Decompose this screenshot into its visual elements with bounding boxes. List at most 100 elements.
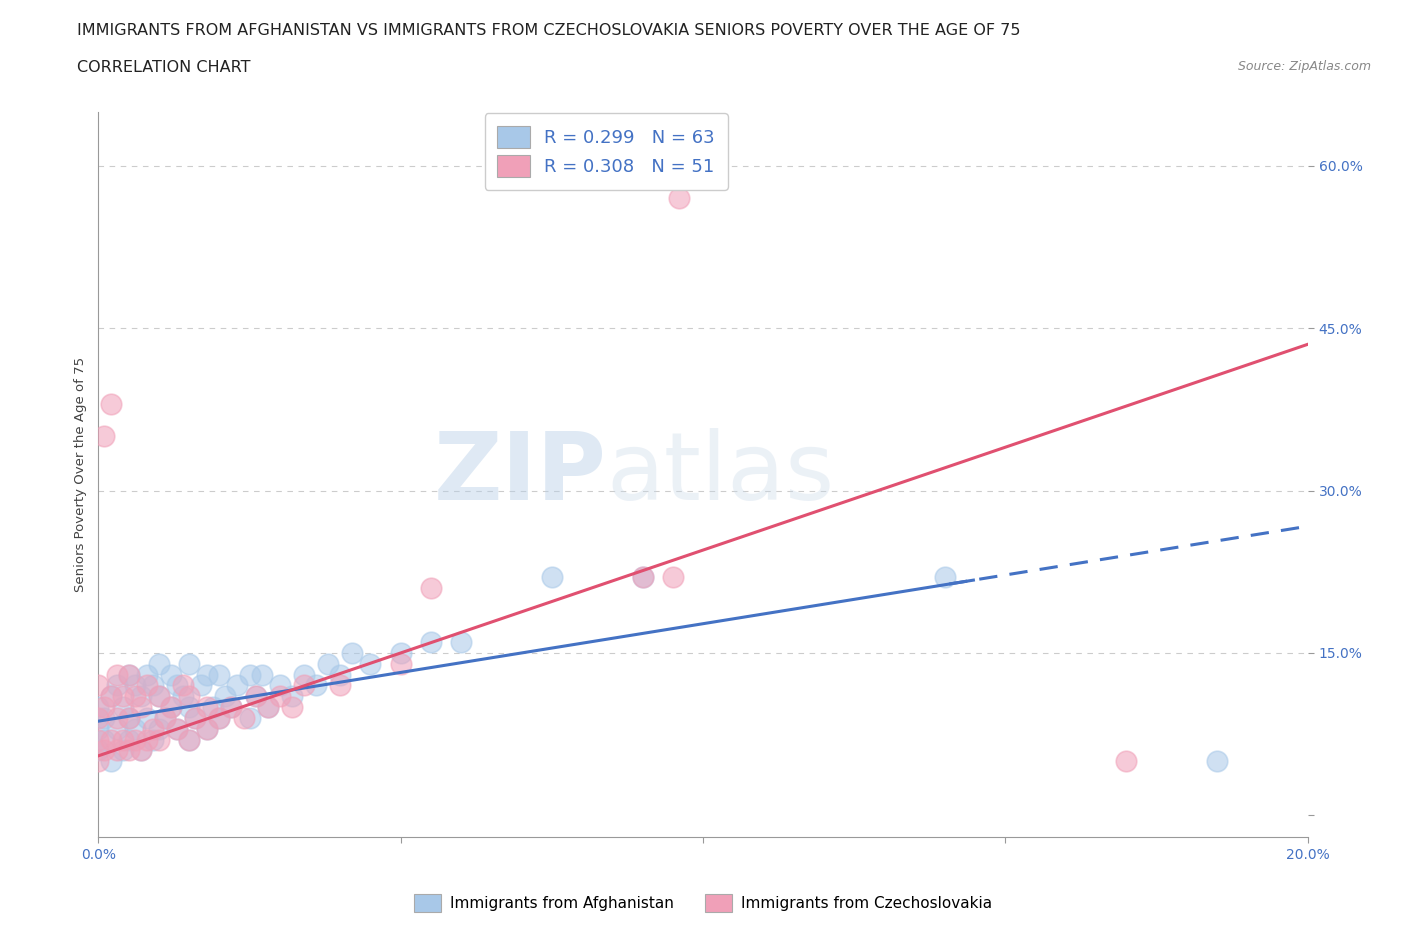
Point bbox=[93, 699, 115, 714]
Point bbox=[124, 689, 146, 704]
Point bbox=[172, 678, 194, 693]
Point bbox=[329, 678, 352, 693]
Point bbox=[160, 667, 183, 682]
Point bbox=[934, 570, 956, 585]
Text: CORRELATION CHART: CORRELATION CHART bbox=[77, 60, 250, 75]
Point bbox=[239, 667, 262, 682]
Point bbox=[111, 732, 134, 747]
Point bbox=[631, 570, 654, 585]
Point bbox=[226, 678, 249, 693]
Point bbox=[153, 711, 176, 725]
Point bbox=[87, 722, 110, 737]
Point bbox=[124, 732, 146, 747]
Point bbox=[202, 699, 225, 714]
Point bbox=[389, 645, 412, 660]
Point bbox=[305, 678, 328, 693]
Point bbox=[221, 699, 243, 714]
Point bbox=[450, 634, 472, 649]
Point bbox=[153, 711, 176, 725]
Text: Source: ZipAtlas.com: Source: ZipAtlas.com bbox=[1237, 60, 1371, 73]
Point bbox=[179, 732, 201, 747]
Point bbox=[87, 732, 110, 747]
Point bbox=[184, 711, 207, 725]
Point bbox=[256, 699, 278, 714]
Point bbox=[160, 699, 183, 714]
Legend: Immigrants from Afghanistan, Immigrants from Czechoslovakia: Immigrants from Afghanistan, Immigrants … bbox=[408, 888, 998, 918]
Point bbox=[100, 732, 122, 747]
Point bbox=[93, 429, 115, 444]
Point bbox=[135, 732, 157, 747]
Point bbox=[661, 570, 683, 585]
Point bbox=[129, 699, 152, 714]
Point bbox=[420, 580, 443, 595]
Point bbox=[142, 678, 165, 693]
Y-axis label: Seniors Poverty Over the Age of 75: Seniors Poverty Over the Age of 75 bbox=[75, 357, 87, 591]
Point bbox=[179, 657, 201, 671]
Point bbox=[166, 722, 188, 737]
Point bbox=[148, 732, 170, 747]
Point bbox=[540, 570, 562, 585]
Point bbox=[195, 667, 218, 682]
Point bbox=[118, 732, 141, 747]
Point bbox=[342, 645, 364, 660]
Point bbox=[93, 732, 115, 747]
Point bbox=[389, 657, 412, 671]
Point bbox=[631, 570, 654, 585]
Point bbox=[100, 689, 122, 704]
Point bbox=[420, 634, 443, 649]
Point bbox=[250, 667, 273, 682]
Point bbox=[208, 711, 231, 725]
Point bbox=[281, 699, 304, 714]
Point bbox=[105, 722, 128, 737]
Point bbox=[111, 699, 134, 714]
Point bbox=[118, 711, 141, 725]
Point bbox=[1206, 754, 1229, 769]
Point bbox=[87, 743, 110, 758]
Point bbox=[1115, 754, 1137, 769]
Point bbox=[135, 678, 157, 693]
Point bbox=[135, 711, 157, 725]
Point bbox=[105, 711, 128, 725]
Point bbox=[221, 699, 243, 714]
Point bbox=[232, 711, 254, 725]
Point bbox=[129, 689, 152, 704]
Point bbox=[111, 743, 134, 758]
Legend: R = 0.299   N = 63, R = 0.308   N = 51: R = 0.299 N = 63, R = 0.308 N = 51 bbox=[485, 113, 728, 190]
Point bbox=[105, 667, 128, 682]
Point bbox=[100, 754, 122, 769]
Point bbox=[239, 711, 262, 725]
Point bbox=[208, 711, 231, 725]
Point bbox=[190, 678, 212, 693]
Point bbox=[292, 678, 315, 693]
Point bbox=[179, 732, 201, 747]
Point bbox=[118, 711, 141, 725]
Point bbox=[118, 743, 141, 758]
Point bbox=[118, 667, 141, 682]
Point bbox=[269, 689, 291, 704]
Point bbox=[129, 743, 152, 758]
Text: atlas: atlas bbox=[606, 429, 835, 520]
Point bbox=[111, 689, 134, 704]
Point bbox=[269, 678, 291, 693]
Point bbox=[245, 689, 267, 704]
Point bbox=[195, 699, 218, 714]
Point bbox=[668, 191, 690, 206]
Point bbox=[166, 722, 188, 737]
Point bbox=[105, 743, 128, 758]
Point bbox=[87, 754, 110, 769]
Point bbox=[184, 711, 207, 725]
Point bbox=[256, 699, 278, 714]
Point bbox=[195, 722, 218, 737]
Point bbox=[179, 699, 201, 714]
Point bbox=[148, 689, 170, 704]
Point bbox=[87, 678, 110, 693]
Point bbox=[329, 667, 352, 682]
Point bbox=[148, 657, 170, 671]
Point bbox=[93, 711, 115, 725]
Point bbox=[148, 689, 170, 704]
Point bbox=[135, 667, 157, 682]
Point bbox=[316, 657, 339, 671]
Point bbox=[166, 678, 188, 693]
Point bbox=[172, 689, 194, 704]
Text: ZIP: ZIP bbox=[433, 429, 606, 520]
